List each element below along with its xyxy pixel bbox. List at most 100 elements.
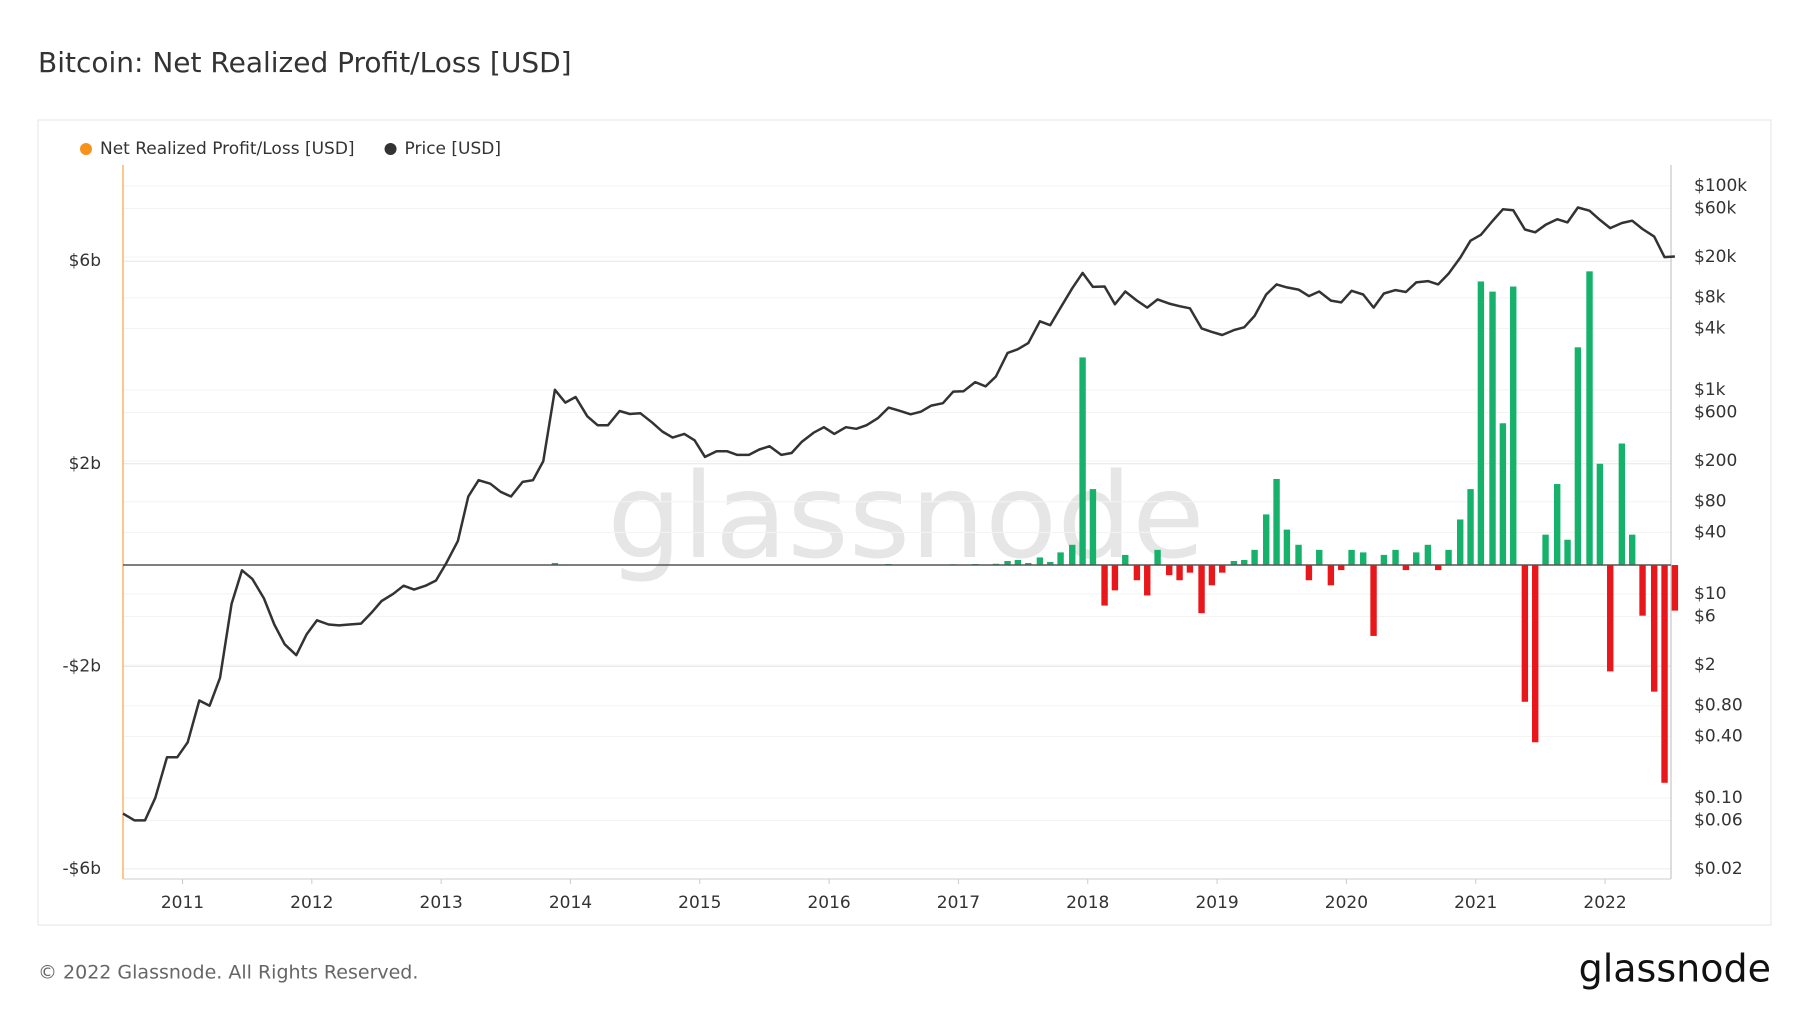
y2-tick-label: $600 (1694, 402, 1737, 422)
profit-loss-bar (1467, 489, 1474, 566)
profit-loss-bar (1532, 565, 1539, 743)
y2-tick-label: $4k (1694, 318, 1726, 338)
chart-frame (37, 119, 1772, 926)
x-tick-label: 2016 (807, 893, 850, 913)
y2-tick-label: $200 (1694, 451, 1737, 471)
y2-tick-label: $0.80 (1694, 696, 1743, 716)
y2-tick-label: $60k (1694, 198, 1736, 218)
profit-loss-bar (1510, 286, 1517, 566)
profit-loss-bar (1089, 489, 1097, 566)
profit-loss-bar (1564, 539, 1571, 566)
profit-loss-bar (1133, 565, 1141, 581)
profit-loss-bar (1671, 565, 1679, 611)
profit-loss-bar (1596, 463, 1604, 566)
profit-loss-bar (551, 563, 559, 566)
profit-loss-bar (1338, 565, 1345, 571)
profit-loss-bar (1435, 565, 1442, 571)
y2-tick-label: $100k (1694, 176, 1747, 196)
profit-loss-bar (1263, 514, 1270, 566)
profit-loss-bar (1402, 565, 1410, 571)
y2-tick-label: $0.02 (1694, 859, 1743, 879)
x-tick-label: 2015 (678, 893, 721, 913)
x-tick-label: 2020 (1325, 893, 1368, 913)
y2-tick-label: $10 (1694, 584, 1726, 604)
profit-loss-bar (1111, 565, 1119, 591)
profit-loss-bar (1295, 544, 1302, 566)
profit-loss-bar (1047, 562, 1054, 566)
y2-tick-label: $1k (1694, 380, 1726, 400)
profit-loss-bar (1489, 291, 1496, 566)
x-tick-label: 2011 (161, 893, 204, 913)
profit-loss-bar (1014, 559, 1022, 566)
x-tick-label: 2014 (549, 893, 592, 913)
x-tick-label: 2012 (290, 893, 333, 913)
chart-title: Bitcoin: Net Realized Profit/Loss [USD] (38, 46, 572, 79)
footer: © 2022 Glassnode. All Rights Reserved. (38, 962, 418, 984)
profit-loss-bar (1445, 549, 1452, 566)
profit-loss-bar (1477, 281, 1485, 566)
watermark: glassnode (607, 447, 1204, 585)
profit-loss-bar (1057, 552, 1064, 566)
profit-loss-bar (1144, 565, 1151, 596)
profit-loss-bar (1499, 423, 1507, 566)
profit-loss-bar (1305, 565, 1313, 581)
profit-loss-bar (1251, 549, 1258, 566)
profit-loss-bar (1574, 347, 1582, 566)
profit-loss-bar (1004, 560, 1011, 566)
y2-tick-label: $40 (1694, 522, 1726, 542)
profit-loss-bar (1521, 565, 1529, 702)
profit-loss-bar (1457, 519, 1464, 566)
profit-loss-bar (1661, 565, 1668, 783)
profit-loss-bar (1553, 484, 1561, 566)
y2-tick-label: $0.10 (1694, 788, 1743, 808)
legend-marker (384, 143, 397, 155)
legend-label: Net Realized Profit/Loss [USD] (100, 139, 355, 159)
y2-tick-label: $6 (1694, 606, 1716, 626)
profit-loss-bar (1370, 565, 1377, 636)
price-line (122, 206, 1675, 822)
profit-loss-bar (1036, 557, 1044, 566)
brand-logo: glassnode (1579, 947, 1771, 991)
x-tick-label: 2013 (420, 893, 463, 913)
profit-loss-bar (1025, 563, 1032, 566)
profit-loss-bar (1154, 549, 1161, 566)
y2-tick-label: $0.06 (1694, 810, 1743, 830)
profit-loss-bar (1424, 544, 1432, 566)
profit-loss-bar (1198, 565, 1205, 614)
profit-loss-bar (1069, 544, 1076, 566)
profit-loss-bar (1392, 549, 1399, 566)
profit-loss-bar (1586, 271, 1593, 566)
y-tick-label: -$2b (62, 656, 101, 676)
x-tick-label: 2022 (1583, 893, 1626, 913)
profit-loss-bar (1079, 357, 1086, 566)
y-tick-label: $2b (69, 454, 101, 474)
profit-loss-bar (1208, 565, 1216, 586)
profit-loss-bar (1629, 534, 1636, 566)
profit-loss-bar (1122, 554, 1129, 566)
profit-loss-bar (1618, 443, 1626, 566)
y2-tick-label: $20k (1694, 247, 1736, 267)
y2-tick-label: $8k (1694, 288, 1726, 308)
profit-loss-bar (1639, 565, 1646, 616)
x-tick-label: 2017 (937, 893, 980, 913)
x-tick-label: 2019 (1195, 893, 1238, 913)
profit-loss-bar (1273, 478, 1280, 566)
y-tick-label: -$6b (62, 859, 101, 879)
profit-loss-bar (1241, 559, 1248, 566)
profit-loss-bar (1283, 529, 1291, 566)
profit-loss-bar (1166, 565, 1173, 576)
legend-marker (80, 143, 92, 155)
x-tick-label: 2018 (1066, 893, 1109, 913)
y2-tick-label: $80 (1694, 492, 1726, 512)
profit-loss-bar (1542, 534, 1549, 566)
profit-loss-bar (1650, 565, 1658, 692)
x-tick-label: 2021 (1454, 893, 1497, 913)
profit-loss-bar (1607, 565, 1614, 672)
y2-tick-label: $2 (1694, 655, 1716, 675)
profit-loss-bar (1360, 552, 1367, 566)
profit-loss-bar (1186, 565, 1194, 573)
profit-loss-bar (1348, 549, 1355, 566)
legend-label: Price [USD] (405, 139, 501, 159)
profit-loss-bar (1327, 565, 1335, 586)
